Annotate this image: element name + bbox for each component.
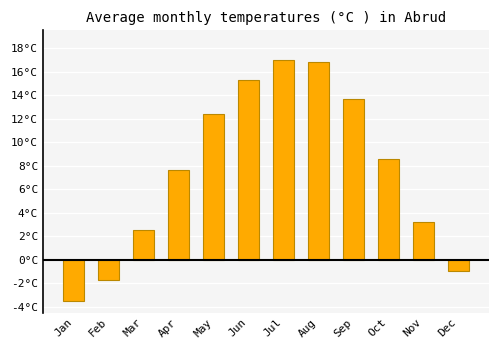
Bar bbox=[412, 222, 434, 260]
Bar bbox=[343, 99, 364, 260]
Bar bbox=[133, 230, 154, 260]
Bar bbox=[168, 170, 189, 260]
Bar bbox=[63, 260, 84, 301]
Bar bbox=[448, 260, 468, 272]
Bar bbox=[203, 114, 224, 260]
Title: Average monthly temperatures (°C ) in Abrud: Average monthly temperatures (°C ) in Ab… bbox=[86, 11, 446, 25]
Bar bbox=[273, 60, 294, 260]
Bar bbox=[98, 260, 119, 280]
Bar bbox=[308, 62, 329, 260]
Bar bbox=[238, 80, 259, 260]
Bar bbox=[378, 159, 398, 260]
